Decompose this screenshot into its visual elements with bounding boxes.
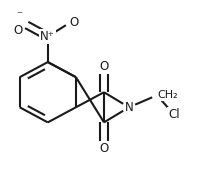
Text: Cl: Cl: [168, 108, 180, 121]
Text: O: O: [99, 60, 109, 73]
Text: ⁻
O: ⁻ O: [13, 9, 23, 37]
Text: N⁺: N⁺: [40, 30, 55, 43]
Text: O: O: [99, 142, 109, 155]
Text: O: O: [70, 16, 79, 29]
Text: CH₂: CH₂: [157, 90, 178, 100]
Text: N: N: [125, 101, 133, 114]
